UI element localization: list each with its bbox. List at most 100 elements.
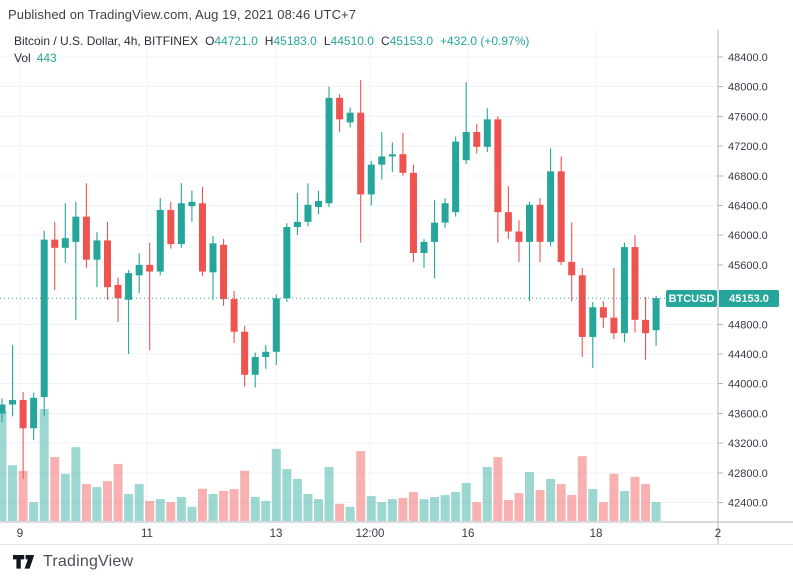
candle-body bbox=[589, 307, 597, 337]
volume-bar bbox=[145, 500, 155, 521]
time-tick-label: 2 bbox=[715, 528, 721, 540]
candle-body bbox=[367, 164, 375, 195]
volume-bar bbox=[208, 493, 218, 521]
candle-body bbox=[568, 261, 576, 276]
candle-body bbox=[304, 204, 312, 222]
volume-bar bbox=[219, 490, 229, 521]
legend-title: Bitcoin / U.S. Dollar, 4h, BITFINEX bbox=[14, 34, 199, 48]
published-text: Published on TradingView.com, Aug 19, 20… bbox=[8, 7, 357, 22]
candle-body bbox=[251, 356, 259, 375]
candle-body bbox=[30, 397, 38, 429]
candle-body bbox=[104, 240, 111, 288]
volume-bar bbox=[630, 476, 640, 521]
volume-bar bbox=[651, 501, 661, 521]
time-tick-label: 9 bbox=[17, 528, 23, 540]
candle-body bbox=[198, 203, 206, 272]
volume-bar bbox=[398, 498, 408, 521]
last-price-badge: 45153.0 bbox=[719, 290, 779, 307]
volume-bar bbox=[377, 502, 387, 521]
volume-bar bbox=[50, 457, 60, 521]
candle-body bbox=[462, 131, 470, 161]
candle-body bbox=[431, 222, 439, 242]
time-tick-label: 16 bbox=[462, 528, 475, 540]
price-tick-label: 47200.0 bbox=[728, 141, 768, 153]
volume-bar bbox=[60, 473, 70, 521]
chart-legend: Bitcoin / U.S. Dollar, 4h, BITFINEX O4472… bbox=[14, 33, 529, 67]
price-tick-label: 44400.0 bbox=[728, 349, 768, 361]
time-tick-label: 13 bbox=[270, 528, 283, 540]
candle-body bbox=[473, 131, 481, 147]
candle-body bbox=[188, 201, 196, 207]
volume-bar bbox=[197, 488, 207, 521]
volume-bar bbox=[124, 493, 134, 521]
candle-body bbox=[388, 154, 396, 157]
high-value: 45183.0 bbox=[273, 34, 317, 48]
close-value: 45153.0 bbox=[389, 34, 433, 48]
volume-bar bbox=[535, 490, 545, 521]
candle-body bbox=[620, 247, 628, 334]
candle-body bbox=[220, 244, 228, 300]
volume-bar bbox=[461, 483, 471, 521]
candle-body bbox=[599, 307, 607, 318]
candle-body bbox=[557, 171, 565, 262]
candle-body bbox=[483, 119, 491, 147]
candle-body bbox=[262, 351, 270, 357]
candle-body bbox=[357, 112, 365, 195]
price-tick-label: 46800.0 bbox=[728, 171, 768, 183]
candle-body bbox=[156, 209, 164, 272]
volume-bar bbox=[641, 484, 651, 521]
volume-bar bbox=[303, 493, 313, 521]
ohlc-open: O44721.0 bbox=[205, 34, 258, 48]
price-tick-label: 42800.0 bbox=[728, 468, 768, 480]
price-tick-label: 44000.0 bbox=[728, 379, 768, 391]
legend-volume-row: Vol 443 bbox=[14, 50, 529, 67]
candle-body bbox=[51, 239, 59, 248]
legend-symbol-row: Bitcoin / U.S. Dollar, 4h, BITFINEX O4472… bbox=[14, 33, 529, 50]
candle-body bbox=[40, 239, 48, 398]
volume-bar bbox=[155, 499, 165, 521]
candle-body bbox=[9, 400, 17, 405]
candle-body bbox=[536, 204, 544, 242]
volume-bar bbox=[271, 448, 281, 521]
volume-bar bbox=[134, 484, 144, 521]
volume-bar bbox=[567, 495, 577, 521]
volume-label: Vol bbox=[14, 51, 31, 65]
candle-body bbox=[293, 221, 301, 228]
volume-bar bbox=[103, 481, 112, 521]
volume-bar bbox=[18, 470, 28, 521]
volume-bar bbox=[0, 411, 7, 521]
price-tick-label: 46400.0 bbox=[728, 201, 768, 213]
candle-body bbox=[652, 298, 660, 331]
volume-bar bbox=[187, 506, 197, 521]
candle-body bbox=[209, 243, 217, 273]
candle-body bbox=[114, 284, 122, 299]
price-tick-label: 42400.0 bbox=[728, 498, 768, 510]
volume-bar bbox=[81, 484, 91, 521]
tradingview-logo-icon bbox=[13, 554, 36, 570]
volume-bar bbox=[324, 466, 334, 521]
volume-bar bbox=[408, 492, 418, 521]
candle-body bbox=[610, 317, 618, 334]
tradingview-logo-link[interactable]: TradingView bbox=[13, 550, 133, 574]
price-tick-label: 43600.0 bbox=[728, 408, 768, 420]
candle-body bbox=[399, 154, 407, 173]
volume-value: 443 bbox=[36, 51, 57, 65]
candle-body bbox=[452, 141, 460, 213]
time-tick-label: 11 bbox=[141, 528, 153, 540]
candle-body bbox=[61, 238, 69, 248]
candle-body bbox=[378, 156, 386, 165]
symbol-badge: BTCUSD bbox=[666, 290, 717, 307]
volume-bar bbox=[525, 472, 534, 521]
candle-body bbox=[146, 264, 154, 272]
price-tick-label: 43200.0 bbox=[728, 438, 768, 450]
volume-bar bbox=[229, 489, 239, 521]
candle-body bbox=[504, 212, 512, 232]
volume-bar bbox=[387, 499, 397, 521]
volume-bar bbox=[92, 487, 102, 521]
volume-bar bbox=[261, 500, 271, 521]
ohlc-close: C45153.0 bbox=[380, 34, 433, 48]
volume-bar bbox=[419, 499, 429, 521]
candle-body bbox=[336, 97, 344, 120]
